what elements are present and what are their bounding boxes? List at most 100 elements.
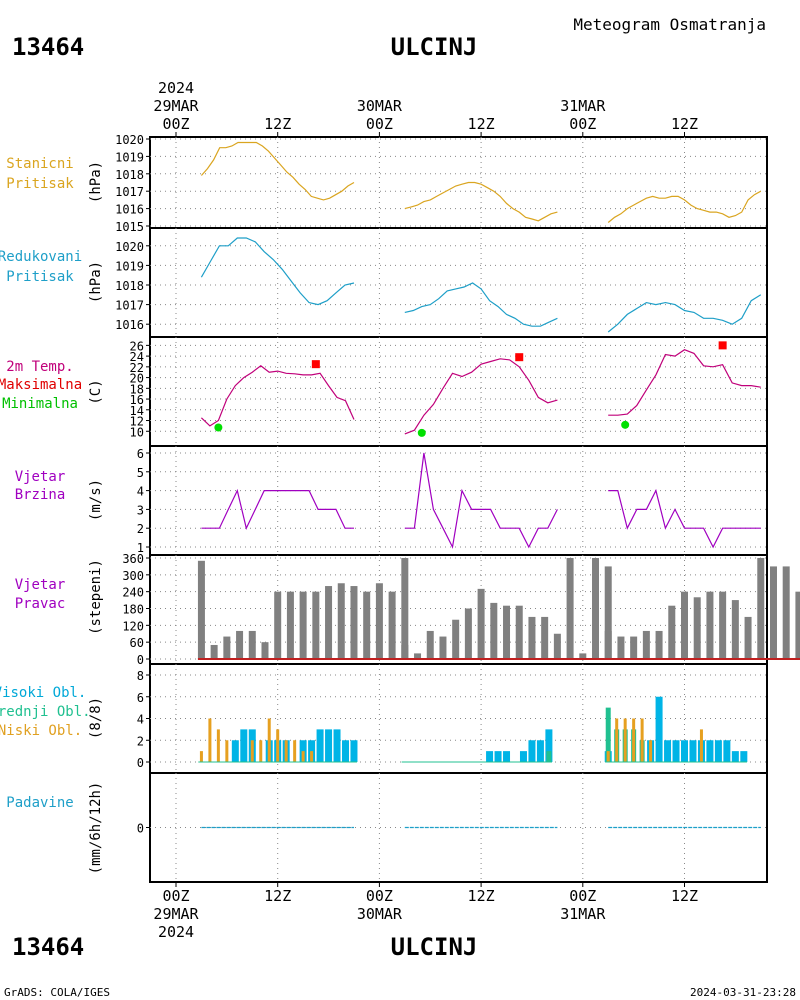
year-label-top: 2024 [158, 79, 194, 97]
panel-label: 2m Temp. [6, 359, 73, 375]
cloud-bar [250, 740, 254, 762]
y-tick-label: 1015 [115, 220, 144, 234]
y-tick-label: 120 [122, 619, 144, 633]
wind-direction-bar [197, 560, 205, 659]
y-axis-label: (C) [88, 379, 104, 404]
year-label-bottom: 2024 [158, 923, 194, 941]
wind-direction-bar [769, 566, 777, 659]
wind-direction-bar [515, 605, 523, 659]
cloud-bar [545, 729, 553, 762]
y-tick-label: 1016 [115, 203, 144, 217]
wind-direction-bar [592, 558, 600, 659]
wind-direction-bar [325, 586, 333, 659]
wind-direction-bar [452, 619, 460, 659]
wind-direction-bar [782, 566, 790, 659]
y-tick-label: 16 [130, 393, 144, 407]
wind-direction-bar [401, 558, 409, 659]
cloud-bar [503, 751, 511, 762]
wind-direction-bar [757, 558, 765, 659]
wind-direction-bar [795, 591, 800, 659]
wind-direction-bar [439, 636, 447, 659]
y-tick-label: 20 [130, 372, 144, 386]
date-label-top: 29MAR [153, 97, 199, 115]
cloud-bar [714, 740, 722, 762]
y-axis-label: (hPa) [88, 161, 104, 203]
y-tick-label: 1019 [115, 259, 144, 273]
y-tick-label: 1019 [115, 150, 144, 164]
y-axis-label: (m/s) [88, 479, 104, 521]
wind-direction-bar [604, 566, 612, 659]
date-label-bottom: 29MAR [153, 905, 199, 923]
wind-direction-bar [248, 630, 256, 659]
y-tick-label: 24 [130, 350, 144, 364]
time-tick-label-bottom: 12Z [671, 887, 698, 905]
cloud-bar [199, 751, 203, 762]
time-tick-label-bottom: 00Z [162, 887, 189, 905]
wind-direction-bar [388, 591, 396, 659]
tmax-marker [718, 341, 727, 350]
panel-label: Vjetar [15, 577, 66, 593]
footer-timestamp: 2024-03-31-23:28 [690, 986, 796, 999]
cloud-bar [672, 740, 680, 762]
cloud-bar [632, 718, 636, 762]
y-tick-label: 10 [130, 425, 144, 439]
time-tick-label-top: 00Z [162, 115, 189, 133]
cloud-bar [316, 729, 324, 762]
cloud-bar [655, 696, 663, 762]
y-tick-label: 1017 [115, 185, 144, 199]
meteogram-subtitle: Meteogram Osmatranja [573, 15, 766, 34]
wind-direction-bar [579, 653, 587, 659]
time-tick-label-top: 00Z [569, 115, 596, 133]
y-tick-label: 26 [130, 339, 144, 353]
wind-direction-bar [655, 630, 663, 659]
wind-direction-bar [744, 616, 752, 659]
y-tick-label: 1018 [115, 279, 144, 293]
cloud-bar [723, 740, 731, 762]
tmin-marker [214, 423, 223, 432]
y-axis-label: (mm/6h/12h) [88, 782, 104, 875]
series-line-temperature [404, 358, 558, 435]
panel-label: Visoki Obl. [0, 685, 86, 701]
time-tick-label-bottom: 00Z [569, 887, 596, 905]
cloud-bar [664, 740, 672, 762]
y-tick-label: 4 [137, 713, 144, 727]
date-label-bottom: 30MAR [357, 905, 403, 923]
tmax-marker [311, 360, 320, 369]
date-label-bottom: 31MAR [560, 905, 606, 923]
wind-direction-bar [464, 608, 472, 659]
tmin-marker [417, 428, 426, 437]
wind-direction-bar [604, 630, 612, 659]
series-line-station_pressure [200, 141, 355, 201]
cloud-bar [623, 718, 627, 762]
cloud-bar [699, 729, 703, 762]
cloud-bar [259, 740, 263, 762]
y-axis-label: (hPa) [88, 261, 104, 303]
y-tick-label: 0 [137, 756, 144, 770]
wind-direction-bar [312, 591, 320, 659]
wind-direction-bar [630, 636, 638, 659]
footer-credit: GrADS: COLA/IGES [4, 986, 110, 999]
wind-direction-bar [210, 644, 218, 659]
y-tick-label: 5 [137, 466, 144, 480]
panel-label: Minimalna [2, 396, 78, 412]
wind-direction-bar [350, 586, 358, 659]
y-tick-label: 1018 [115, 168, 144, 182]
time-tick-label-top: 12Z [671, 115, 698, 133]
series-line-wind_speed [404, 452, 558, 549]
panel-frame [149, 336, 768, 447]
date-label-top: 31MAR [560, 97, 606, 115]
series-line-reduced_pressure [404, 282, 558, 327]
wind-direction-bar [375, 583, 383, 659]
panel-frame [149, 227, 768, 338]
wind-direction-bar [426, 630, 434, 659]
wind-direction-bar [719, 591, 727, 659]
cloud-bar [293, 740, 297, 762]
cloud-bar [301, 751, 305, 762]
panel-label: Pritisak [6, 176, 74, 192]
wind-direction-bar [566, 558, 574, 659]
cloud-bar [325, 729, 333, 762]
cloud-bar [519, 751, 527, 762]
cloud-bar [681, 740, 688, 762]
cloud-bar [216, 729, 220, 762]
